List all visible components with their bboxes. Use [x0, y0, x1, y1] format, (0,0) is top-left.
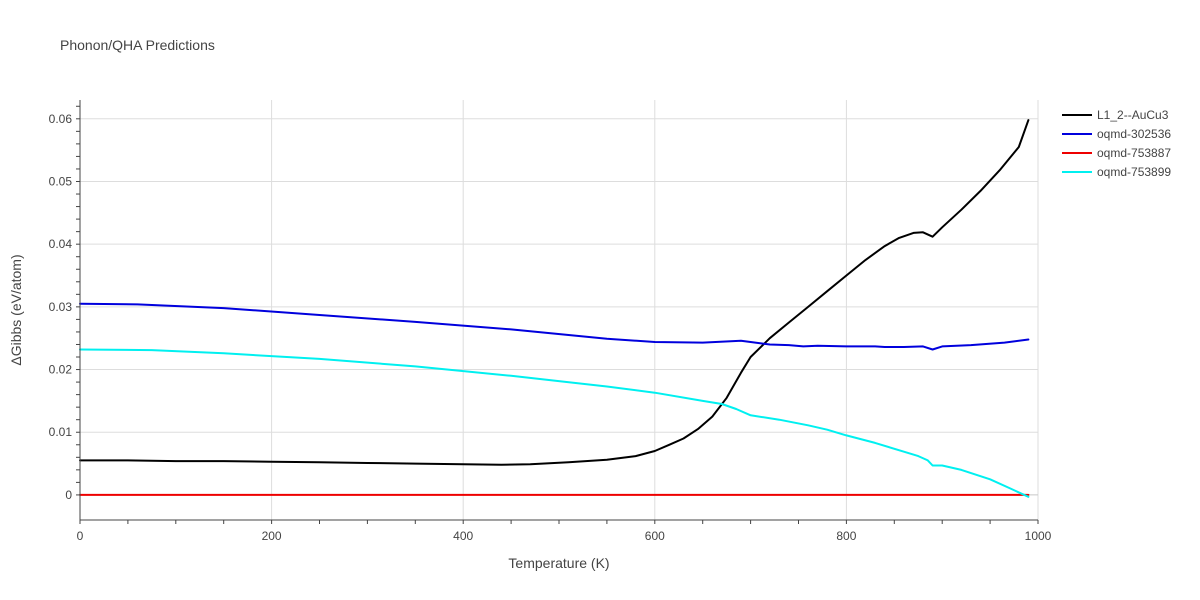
legend-label: oqmd-753887	[1097, 146, 1171, 160]
y-tick-label: 0.06	[49, 112, 73, 126]
series-layer	[79, 119, 1030, 498]
y-tick-label: 0.04	[49, 237, 73, 251]
axes	[76, 100, 1039, 524]
x-tick-label: 200	[262, 529, 282, 543]
x-tick-labels: 0 200 400 600 800 1000	[77, 529, 1052, 543]
legend-item-oqmd-753899[interactable]: oqmd-753899	[1062, 165, 1171, 179]
y-tick-labels: 0 0.01 0.02 0.03 0.04 0.05 0.06	[49, 112, 73, 502]
series-line-oqmd-302536	[79, 302, 1030, 351]
legend-label: oqmd-302536	[1097, 127, 1171, 141]
legend-item-L1_2--AuCu3[interactable]: L1_2--AuCu3	[1062, 108, 1169, 122]
x-tick-label: 800	[836, 529, 856, 543]
legend-item-oqmd-302536[interactable]: oqmd-302536	[1062, 127, 1171, 141]
x-axis-title: Temperature (K)	[508, 555, 609, 571]
legend-item-oqmd-753887[interactable]: oqmd-753887	[1062, 146, 1171, 160]
series-line-oqmd-753899	[79, 348, 1030, 498]
legend[interactable]: L1_2--AuCu3 oqmd-302536 oqmd-753887 oqmd-75…	[1062, 108, 1171, 179]
y-tick-label: 0.03	[49, 300, 73, 314]
y-tick-label: 0.05	[49, 174, 73, 188]
y-axis-title: ΔGibbs (eV/atom)	[8, 254, 24, 365]
chart-title: Phonon/QHA Predictions	[60, 37, 215, 53]
y-tick-label: 0.02	[49, 363, 73, 377]
x-tick-label: 0	[77, 529, 84, 543]
y-tick-label: 0	[65, 488, 72, 502]
x-tick-label: 600	[645, 529, 665, 543]
x-tick-label: 400	[453, 529, 473, 543]
legend-label: L1_2--AuCu3	[1097, 108, 1169, 122]
series-line-L1_2--AuCu3	[79, 119, 1030, 466]
y-tick-label: 0.01	[49, 425, 73, 439]
x-tick-label: 1000	[1025, 529, 1052, 543]
legend-label: oqmd-753899	[1097, 165, 1171, 179]
